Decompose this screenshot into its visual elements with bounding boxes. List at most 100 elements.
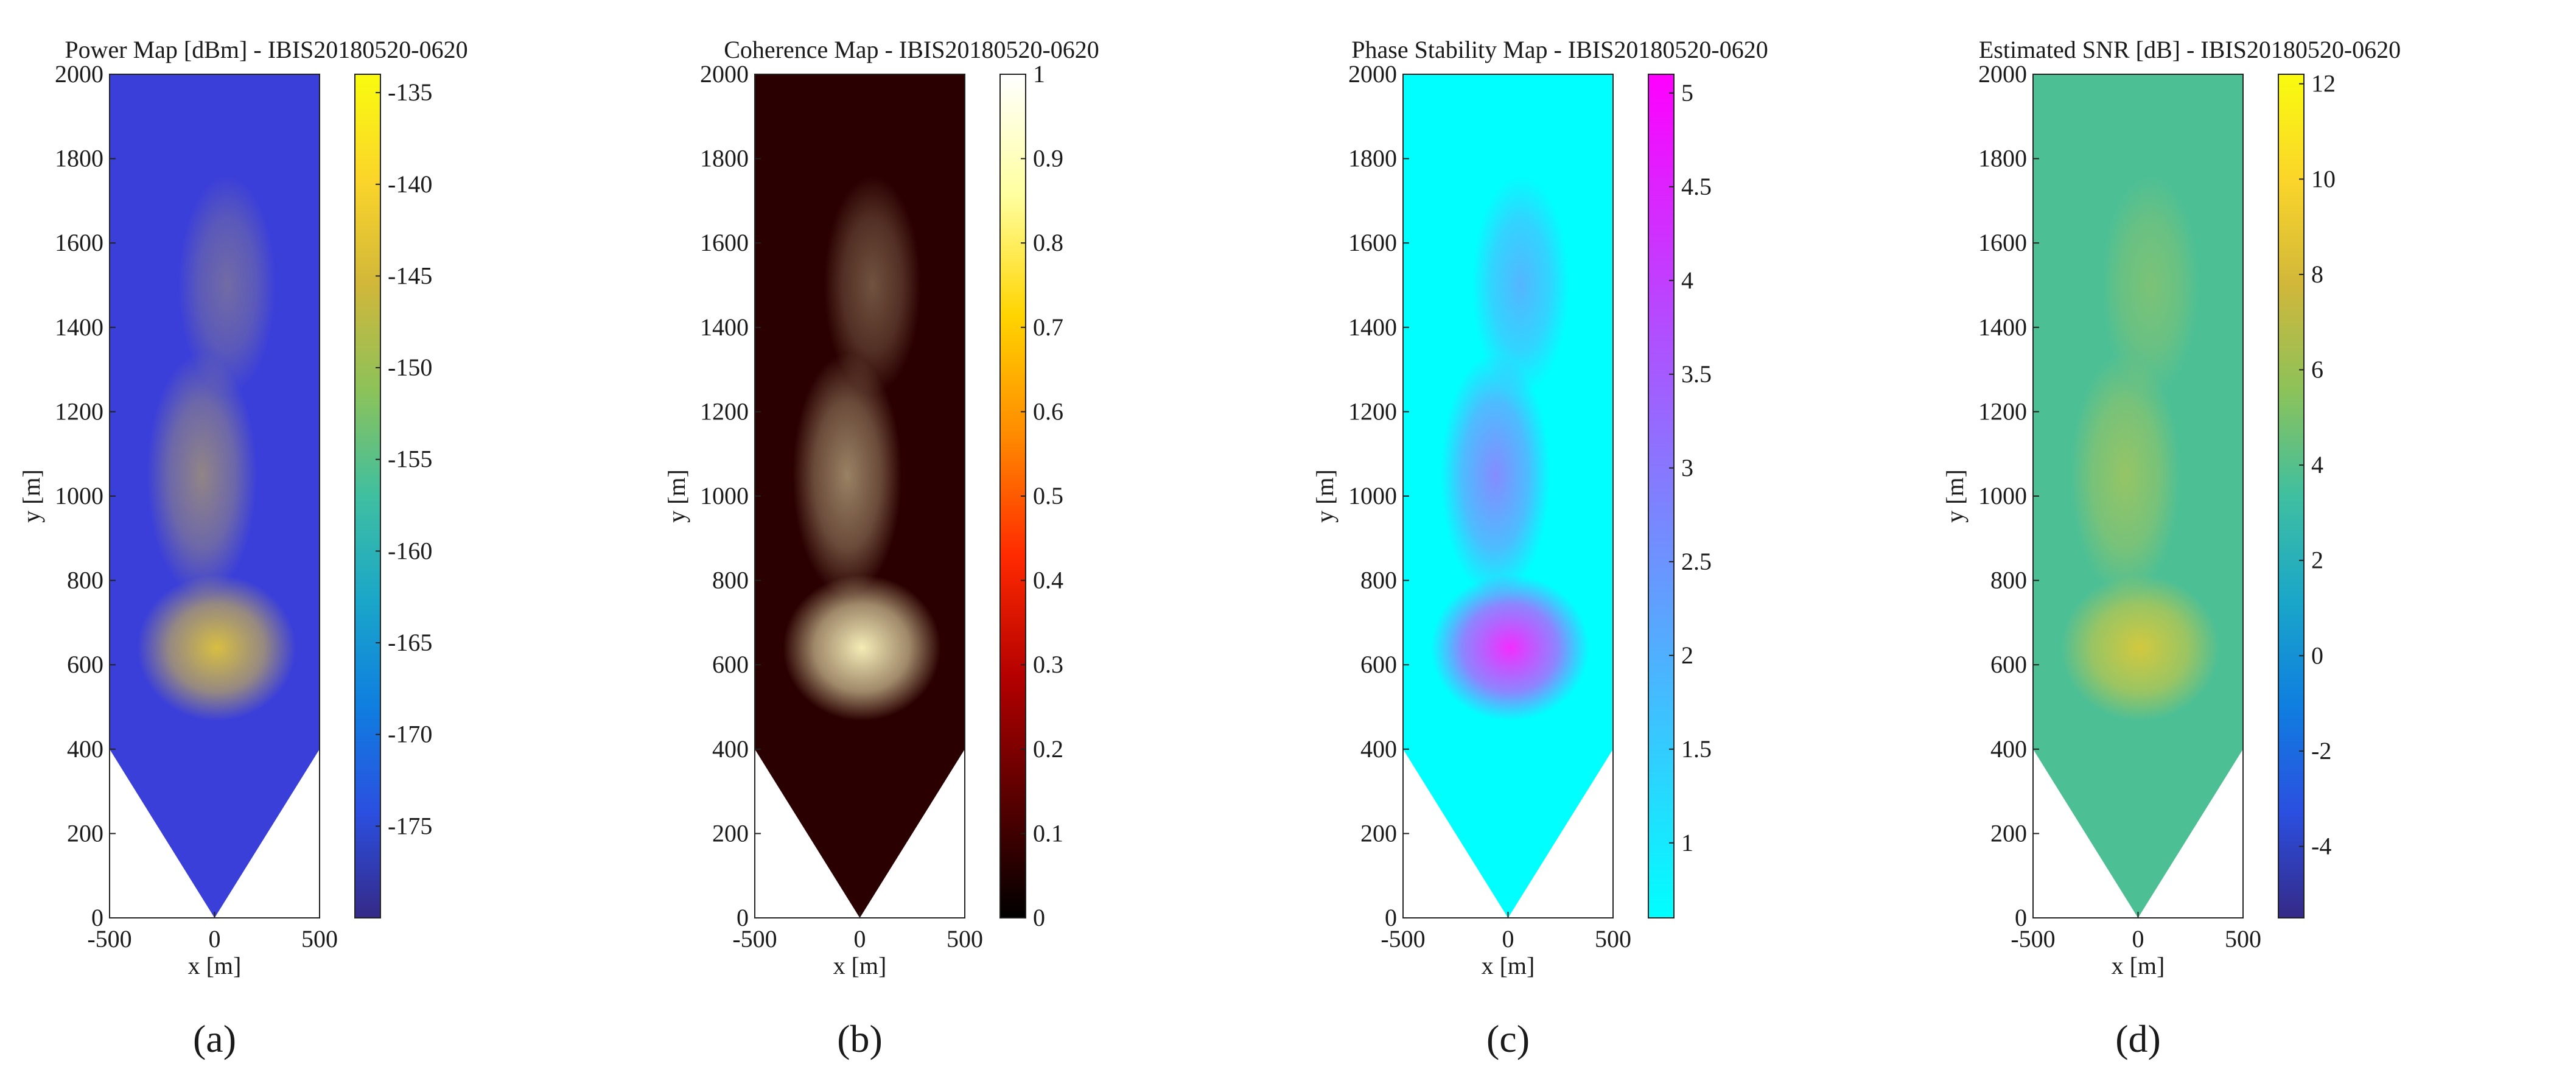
colorbar-tick-label: 4.5	[1681, 173, 1712, 200]
y-tick-label: 0	[91, 904, 103, 931]
panel-title: Estimated SNR [dB] - IBIS20180520-0620	[1979, 36, 2401, 63]
colorbar-tick-label: 0.6	[1033, 397, 1063, 425]
colorbar-tick-label: 2.5	[1681, 548, 1712, 575]
panel-letter: (a)	[193, 1017, 236, 1060]
colorbar-tick-label: -145	[388, 262, 432, 289]
y-tick-label: 1200	[1348, 397, 1397, 425]
colorbar	[1648, 74, 1675, 918]
highlight-streak	[147, 353, 257, 597]
colorbar-tick-label: 0.5	[1033, 482, 1063, 509]
x-tick-label: 0	[854, 925, 866, 953]
colorbar-tick-label: -155	[388, 446, 432, 473]
x-tick-label: 500	[2225, 925, 2261, 953]
highlight-region	[1430, 575, 1589, 721]
highlight-streak-upper	[2102, 175, 2200, 395]
panel-title: Power Map [dBm] - IBIS20180520-0620	[65, 36, 467, 63]
panel-title: Phase Stability Map - IBIS20180520-0620	[1351, 36, 1768, 63]
x-tick-label: 0	[2132, 925, 2144, 953]
x-axis-label: x [m]	[833, 952, 887, 979]
y-tick-label: 1800	[55, 145, 103, 172]
colorbar	[354, 74, 381, 918]
panel-letter: (b)	[837, 1017, 883, 1060]
y-tick-label: 800	[1360, 567, 1397, 594]
y-tick-label: 1000	[1348, 482, 1397, 509]
y-tick-label: 200	[67, 819, 103, 847]
highlight-streak	[2070, 353, 2180, 597]
x-tick-label: 500	[1595, 925, 1631, 953]
colorbar-tick-label: 12	[2311, 70, 2336, 97]
y-tick-label: 1600	[55, 229, 103, 256]
y-tick-label: 400	[67, 735, 103, 763]
colorbar	[2278, 74, 2305, 918]
highlight-streak-upper	[1472, 175, 1570, 395]
panel-letter: (d)	[2115, 1017, 2161, 1060]
x-tick-label: 0	[1502, 925, 1514, 953]
colorbar-tick-label: 1.5	[1681, 735, 1712, 763]
colorbar-tick-label: 4	[2311, 451, 2323, 478]
highlight-region	[137, 575, 296, 721]
x-tick-label: 500	[947, 925, 983, 953]
y-tick-label: 400	[1360, 735, 1397, 763]
y-tick-label: 1200	[1978, 397, 2027, 425]
x-axis-label: x [m]	[2112, 952, 2165, 979]
x-tick-label: 500	[301, 925, 338, 953]
colorbar-tick-label: 4	[1681, 267, 1693, 294]
y-tick-label: 1800	[1978, 145, 2027, 172]
y-tick-label: 800	[1990, 567, 2027, 594]
colorbar-tick-label: 8	[2311, 261, 2323, 288]
y-tick-label: 400	[1990, 735, 2027, 763]
x-tick-label: -500	[87, 925, 131, 953]
y-tick-label: 800	[712, 567, 749, 594]
y-tick-label: 1600	[700, 229, 749, 256]
colorbar-tick-label: 0.3	[1033, 651, 1063, 678]
y-tick-label: 1800	[700, 145, 749, 172]
y-tick-label: 0	[737, 904, 749, 931]
y-tick-label: 1000	[700, 482, 749, 509]
y-tick-label: 200	[1360, 819, 1397, 847]
y-tick-label: 2000	[55, 60, 103, 88]
highlight-region	[782, 575, 941, 721]
colorbar-tick-label: -150	[388, 354, 432, 381]
x-axis-label: x [m]	[1482, 952, 1535, 979]
y-tick-label: 800	[67, 567, 103, 594]
colorbar-tick-label: -165	[388, 629, 432, 656]
y-tick-label: 600	[1360, 651, 1397, 678]
y-tick-label: 2000	[1348, 60, 1397, 88]
colorbar-tick-label: 2	[1681, 642, 1693, 669]
x-tick-label: 0	[209, 925, 221, 953]
colorbar-tick-label: 6	[2311, 355, 2323, 383]
colorbar-tick-label: 5	[1681, 79, 1693, 107]
colorbar-tick-label: -140	[388, 170, 432, 198]
y-tick-label: 1600	[1978, 229, 2027, 256]
colorbar-tick-label: -135	[388, 79, 432, 106]
y-tick-label: 2000	[700, 60, 749, 88]
colorbar-tick-label: 3	[1681, 454, 1693, 481]
highlight-streak-upper	[178, 175, 276, 395]
y-tick-label: 600	[1990, 651, 2027, 678]
y-tick-label: 400	[712, 735, 749, 763]
colorbar-tick-label: 3.5	[1681, 360, 1712, 388]
colorbar-tick-label: 2	[2311, 547, 2323, 574]
y-tick-label: 0	[1385, 904, 1397, 931]
highlight-streak-upper	[824, 175, 922, 395]
colorbar-tick-label: 0	[2311, 642, 2323, 669]
highlight-streak	[792, 353, 902, 597]
colorbar-tick-label: 0	[1033, 904, 1045, 931]
y-tick-label: 200	[712, 819, 749, 847]
y-tick-label: 0	[2015, 904, 2027, 931]
y-axis-label: y [m]	[1941, 469, 1969, 523]
chart-panel-2: 0 200 400 600 800 1000 1200 1400 1600 1800 2000 -50…	[663, 36, 1099, 1060]
colorbar-tick-label: -175	[388, 812, 432, 839]
colorbar-tick-label: -160	[388, 537, 432, 564]
colorbar-tick-label: -2	[2311, 737, 2331, 764]
y-tick-label: 1800	[1348, 145, 1397, 172]
x-tick-label: -500	[732, 925, 777, 953]
colorbar-tick-label: -4	[2311, 833, 2331, 860]
chart-panel-4: 0200400600800100012001400160018002000-50…	[1941, 36, 2401, 1060]
colorbar-tick-label: 0.7	[1033, 313, 1063, 341]
panel-letter: (c)	[1486, 1017, 1530, 1060]
colorbar-tick-label: 10	[2311, 165, 2336, 192]
x-tick-label: -500	[1381, 925, 1425, 953]
colorbar-tick-label: 0.9	[1033, 145, 1063, 172]
